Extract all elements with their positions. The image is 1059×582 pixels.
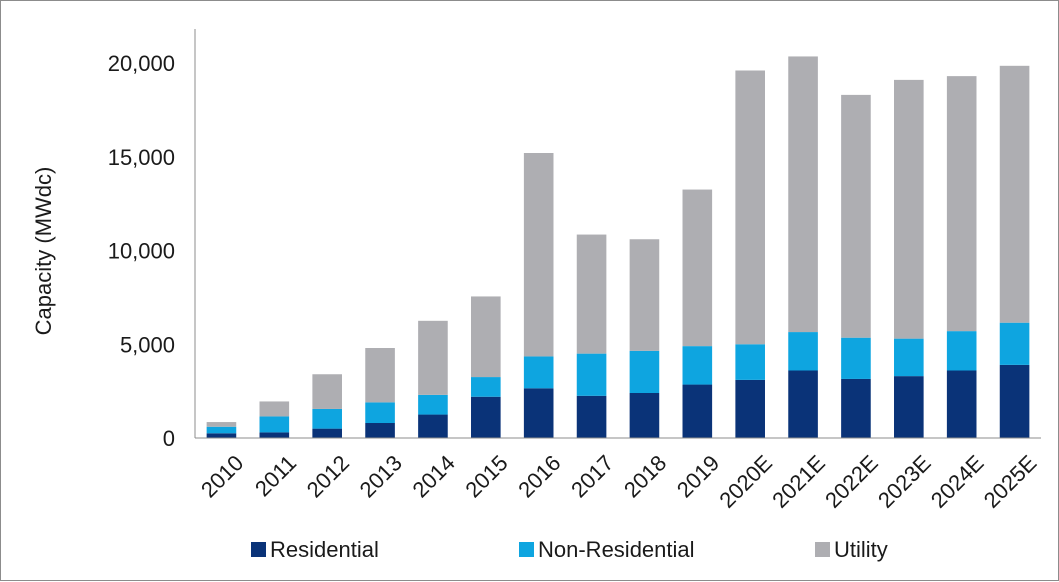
bar-non-residential-2022e: [841, 337, 871, 379]
x-tick-label: 2013: [355, 450, 407, 502]
bar-utility-2015: [471, 296, 501, 378]
bar-non-residential-2012: [312, 408, 342, 429]
bar-non-residential-2023e: [894, 338, 924, 377]
bar-residential-2016: [523, 388, 554, 438]
bar-non-residential-2010: [206, 426, 237, 434]
x-tick-label: 2020E: [714, 450, 777, 513]
legend-label-utility: Utility: [834, 537, 888, 562]
bar-non-residential-2013: [365, 402, 395, 424]
bar-non-residential-2025e: [999, 322, 1030, 365]
bar-utility-2014: [418, 320, 448, 395]
bar-utility-2017: [576, 234, 607, 354]
legend: Residential Non-Residential Utility: [251, 537, 888, 562]
x-tick-label: 2024E: [926, 450, 989, 513]
y-axis-title: Capacity (MWdc): [31, 167, 56, 336]
bar-residential-2025e: [999, 364, 1030, 439]
x-tick-label: 2022E: [820, 450, 883, 513]
bar-residential-2024e: [946, 370, 977, 438]
bar-residential-2017: [576, 395, 607, 438]
bar-residential-2014: [418, 414, 448, 438]
bar-non-residential-2014: [418, 394, 448, 415]
bar-non-residential-2021e: [788, 332, 818, 371]
bar-utility-2023e: [894, 79, 924, 339]
y-tick-label: 0: [163, 426, 175, 451]
bar-utility-2021e: [788, 56, 818, 333]
bars: [206, 56, 1030, 439]
bar-utility-2020e: [735, 70, 765, 345]
bar-utility-2011: [259, 401, 290, 417]
x-axis-ticks: 2010 2011 2012 2013 2014 2015 2016 2017 2018 2019…: [196, 450, 1041, 513]
bar-utility-2024e: [946, 76, 977, 332]
y-tick-label: 15,000: [108, 145, 175, 170]
bar-utility-2022e: [841, 94, 871, 338]
bar-non-residential-2017: [576, 353, 607, 396]
bar-residential-2021e: [788, 370, 818, 438]
x-tick-label: 2018: [619, 450, 671, 502]
bar-non-residential-2019: [682, 346, 713, 385]
legend-label-residential: Residential: [270, 537, 379, 562]
bar-non-residential-2015: [471, 377, 501, 397]
bar-utility-2019: [682, 189, 713, 347]
bar-non-residential-2011: [259, 416, 290, 433]
bar-utility-2018: [629, 239, 660, 351]
x-tick-label: 2016: [513, 450, 565, 502]
x-tick-label: 2025E: [979, 450, 1042, 513]
x-tick-label: 2021E: [767, 450, 830, 513]
x-tick-label: 2015: [460, 450, 512, 502]
legend-swatch-utility: [815, 542, 830, 557]
x-tick-label: 2017: [566, 450, 618, 502]
x-tick-label: 2012: [302, 450, 354, 502]
bar-residential-2020e: [735, 379, 765, 439]
x-tick-label: 2011: [250, 450, 301, 501]
bar-residential-2011: [259, 432, 290, 439]
bar-residential-2015: [471, 396, 501, 438]
y-tick-label: 10,000: [108, 239, 175, 264]
bar-residential-2012: [312, 428, 342, 439]
bar-non-residential-2024e: [946, 331, 977, 371]
x-tick-label: 2010: [196, 450, 248, 502]
bar-utility-2013: [365, 348, 395, 403]
legend-swatch-non-residential: [519, 542, 534, 557]
bar-non-residential-2016: [523, 356, 554, 389]
bar-utility-2012: [312, 374, 342, 409]
x-tick-label: 2023E: [873, 450, 936, 513]
y-tick-label: 5,000: [120, 332, 175, 357]
legend-swatch-residential: [251, 542, 266, 557]
x-tick-label: 2014: [407, 450, 459, 502]
y-axis-ticks: 0 5,000 10,000 15,000 20,000: [108, 51, 175, 451]
bar-utility-2025e: [999, 65, 1030, 323]
y-tick-label: 20,000: [108, 51, 175, 76]
legend-label-non-residential: Non-Residential: [538, 537, 695, 562]
bar-residential-2013: [365, 423, 395, 438]
bar-residential-2022e: [841, 378, 871, 438]
bar-residential-2018: [629, 393, 660, 438]
bar-residential-2010: [206, 433, 237, 438]
bar-residential-2019: [682, 384, 713, 438]
bar-residential-2023e: [894, 376, 924, 439]
bar-utility-2010: [206, 422, 237, 427]
bar-utility-2016: [523, 153, 554, 357]
bar-non-residential-2018: [629, 350, 660, 393]
bar-non-residential-2020e: [735, 344, 765, 380]
